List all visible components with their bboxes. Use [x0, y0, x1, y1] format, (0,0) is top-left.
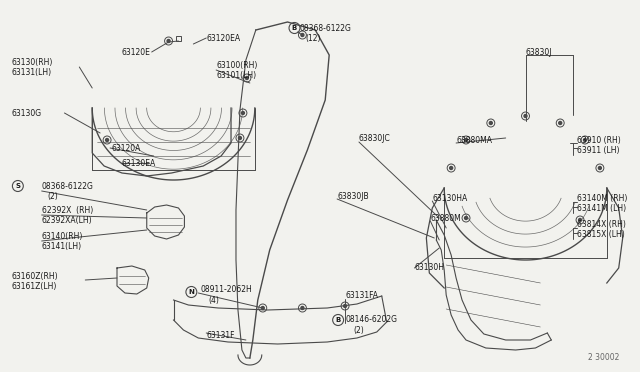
Circle shape [301, 307, 304, 310]
Text: N: N [188, 289, 195, 295]
Circle shape [239, 137, 241, 140]
Text: 63141(LH): 63141(LH) [42, 241, 82, 250]
Circle shape [579, 218, 582, 221]
Text: 63130(RH): 63130(RH) [12, 58, 53, 67]
Text: 63160Z(RH): 63160Z(RH) [12, 272, 58, 280]
Text: 63131FA: 63131FA [345, 292, 378, 301]
Text: 63101(LH): 63101(LH) [216, 71, 256, 80]
Circle shape [167, 39, 170, 42]
Circle shape [524, 115, 527, 118]
Circle shape [584, 138, 586, 141]
Text: 63100(RH): 63100(RH) [216, 61, 257, 70]
Text: 63120A: 63120A [111, 144, 140, 153]
Circle shape [465, 217, 467, 219]
Text: 63140(RH): 63140(RH) [42, 231, 83, 241]
Circle shape [261, 307, 264, 310]
Circle shape [559, 122, 562, 125]
Text: 63910 (RH): 63910 (RH) [577, 135, 621, 144]
Text: 2 30002: 2 30002 [588, 353, 620, 362]
Text: 63130EA: 63130EA [122, 158, 156, 167]
Text: 63814X (RH): 63814X (RH) [577, 219, 626, 228]
Text: S: S [15, 183, 20, 189]
Text: (12): (12) [305, 33, 321, 42]
Text: 63880MA: 63880MA [456, 135, 492, 144]
Text: 63131F: 63131F [206, 330, 235, 340]
Circle shape [344, 305, 346, 308]
Text: 08368-6122G: 08368-6122G [300, 23, 351, 32]
Text: 63141M (LH): 63141M (LH) [577, 203, 626, 212]
Text: (2): (2) [353, 326, 364, 334]
Text: 63140M (RH): 63140M (RH) [577, 193, 627, 202]
Text: 08368-6122G: 08368-6122G [42, 182, 93, 190]
Text: 63830JB: 63830JB [337, 192, 369, 201]
Text: B: B [335, 317, 340, 323]
Text: 63131(LH): 63131(LH) [12, 67, 52, 77]
Bar [176, 35, 181, 41]
Circle shape [245, 77, 248, 80]
Text: (4): (4) [208, 295, 219, 305]
Text: 63911 (LH): 63911 (LH) [577, 145, 620, 154]
Text: 62392X  (RH): 62392X (RH) [42, 205, 93, 215]
Circle shape [598, 167, 602, 170]
Text: 63830JC: 63830JC [359, 134, 390, 142]
Text: 63120EA: 63120EA [206, 33, 241, 42]
Text: 62392XA(LH): 62392XA(LH) [42, 215, 92, 224]
Text: B: B [292, 25, 297, 31]
Circle shape [490, 122, 492, 125]
Text: 63830J: 63830J [525, 48, 552, 57]
Circle shape [106, 138, 109, 141]
Circle shape [465, 138, 467, 141]
Text: (2): (2) [47, 192, 58, 201]
Text: 63120E: 63120E [122, 48, 150, 57]
Text: 08911-2062H: 08911-2062H [200, 285, 252, 295]
Text: 63815X (LH): 63815X (LH) [577, 230, 625, 238]
Text: 63161Z(LH): 63161Z(LH) [12, 282, 57, 291]
Text: 63130H: 63130H [415, 263, 444, 273]
Text: 63880M: 63880M [430, 214, 461, 222]
Text: 63130HA: 63130HA [432, 193, 468, 202]
Circle shape [241, 112, 244, 115]
Circle shape [450, 167, 452, 170]
Text: 08146-6202G: 08146-6202G [345, 315, 397, 324]
Circle shape [301, 33, 304, 36]
Text: 63130G: 63130G [12, 109, 42, 118]
